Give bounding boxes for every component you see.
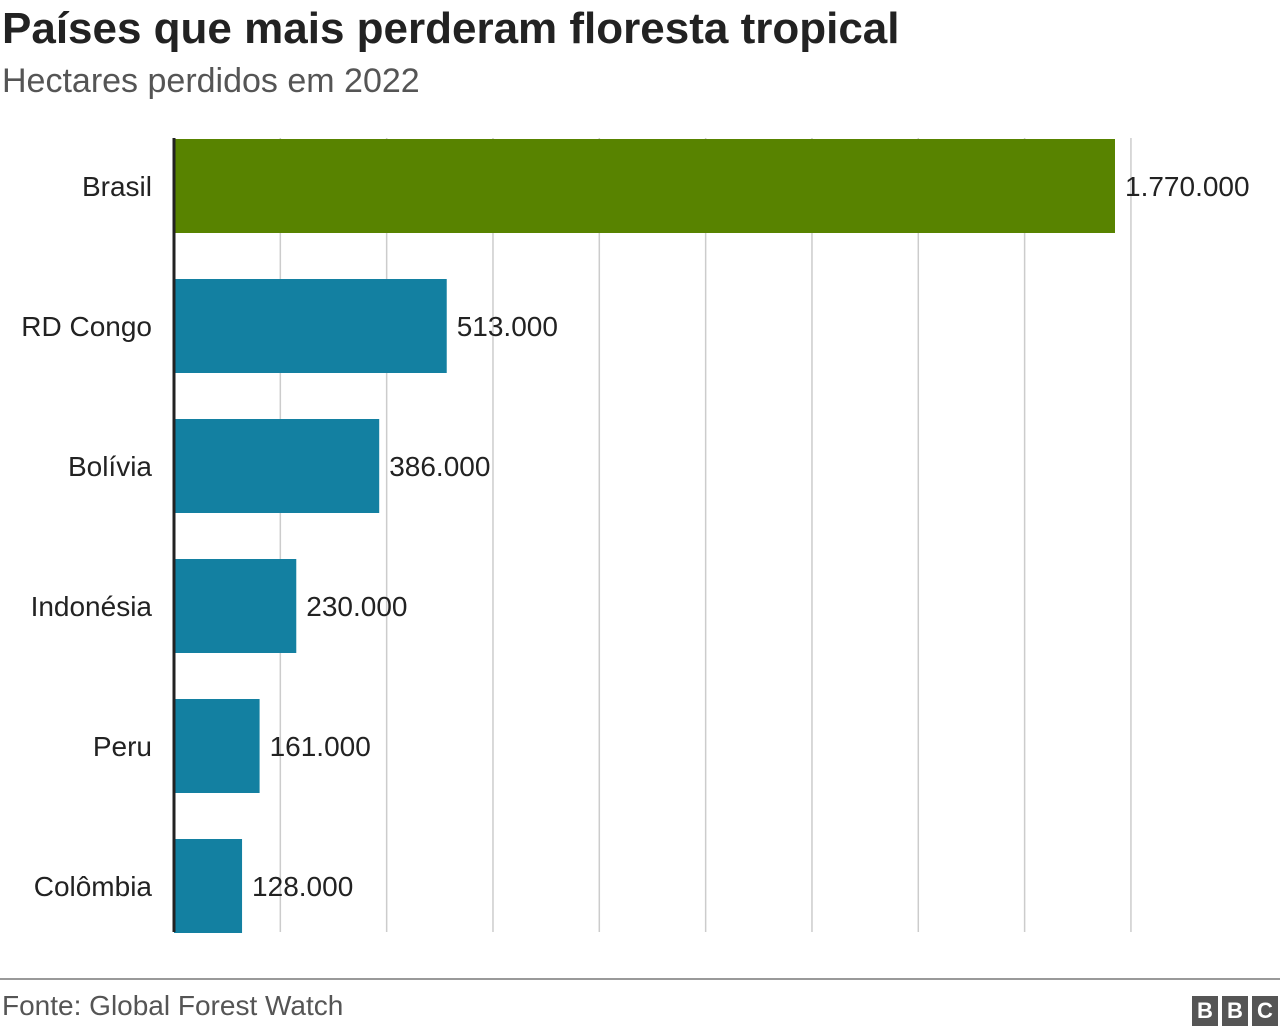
- logo-letter-c: C: [1252, 996, 1278, 1026]
- category-label: Peru: [93, 731, 152, 762]
- bbc-logo: B B C: [1192, 996, 1278, 1026]
- bar-0: [174, 139, 1115, 233]
- bar-2: [174, 419, 380, 513]
- logo-letter-b2: B: [1222, 996, 1248, 1026]
- bar-4: [174, 699, 260, 793]
- bar-3: [174, 559, 297, 653]
- category-label: RD Congo: [21, 311, 152, 342]
- value-label: 161.000: [270, 731, 371, 762]
- footer-divider: [0, 978, 1280, 980]
- category-label: Indonésia: [31, 591, 153, 622]
- bar-1: [174, 279, 447, 373]
- value-label: 128.000: [252, 871, 353, 902]
- chart-title: Países que mais perderam floresta tropic…: [2, 4, 900, 53]
- bar-5: [174, 839, 243, 933]
- bar-chart: Brasil 1.770.000 RD Congo 513.000 Bolívia 386…: [21, 138, 1250, 933]
- source-note: Fonte: Global Forest Watch: [2, 990, 344, 1021]
- category-label: Bolívia: [68, 451, 152, 482]
- value-label: 230.000: [306, 591, 407, 622]
- category-label: Brasil: [82, 171, 152, 202]
- value-label: 513.000: [457, 311, 558, 342]
- value-label: 1.770.000: [1125, 171, 1250, 202]
- value-label: 386.000: [389, 451, 490, 482]
- logo-letter-b1: B: [1192, 996, 1218, 1026]
- category-label: Colômbia: [34, 871, 153, 902]
- chart-subtitle: Hectares perdidos em 2022: [2, 62, 420, 100]
